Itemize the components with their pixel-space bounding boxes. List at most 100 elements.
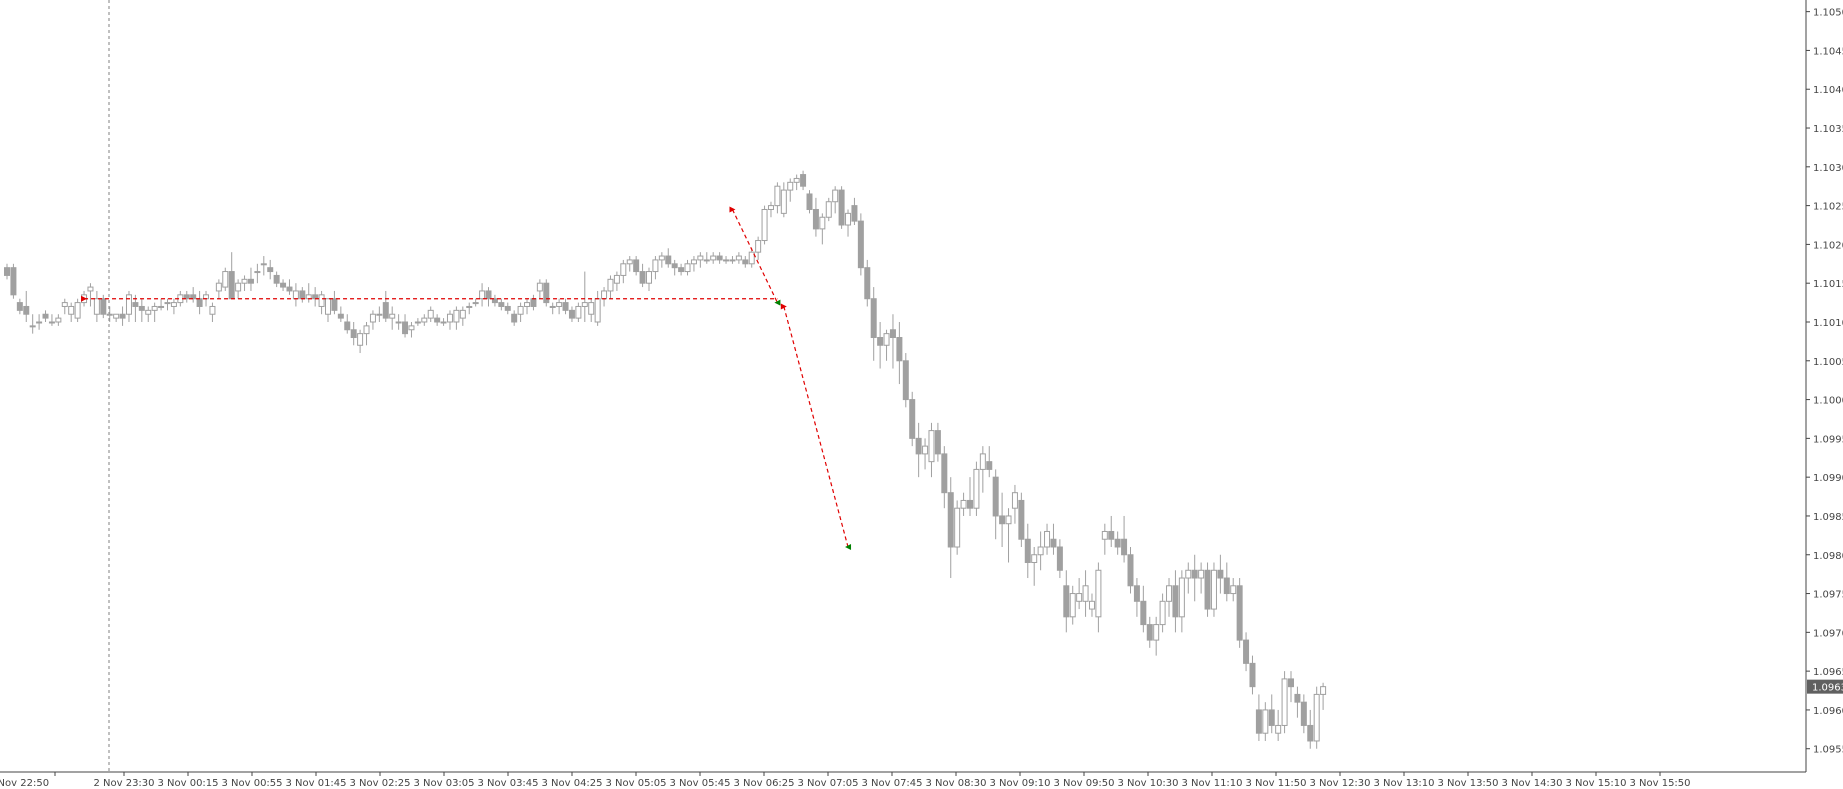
candle-body-bear [498, 302, 505, 307]
candle [806, 190, 813, 214]
candle-body-bull [928, 430, 935, 463]
candle [331, 290, 338, 315]
candle-body-bear [864, 267, 871, 300]
price-tick-label: 1.0970 [1813, 628, 1843, 639]
candle [190, 287, 197, 303]
candle-body-bull [209, 305, 216, 315]
candle-body-bear [1255, 709, 1262, 734]
trade-line [731, 209, 778, 303]
candle [1275, 709, 1282, 741]
candle [1307, 709, 1314, 749]
candle-body-bear [1217, 569, 1224, 579]
candle-body-bull [1011, 492, 1018, 509]
candle [382, 290, 389, 322]
candle-body-bull [151, 305, 158, 311]
candle [273, 271, 280, 288]
candle [780, 182, 787, 218]
candle-body-bear [986, 461, 993, 470]
candle [678, 263, 685, 276]
candle-body-bear [273, 274, 280, 284]
candle [1076, 578, 1083, 610]
candle [967, 477, 973, 516]
price-tick-label: 1.0985 [1813, 512, 1843, 523]
candle [36, 314, 43, 330]
candle [723, 256, 730, 264]
candle [132, 294, 139, 322]
candle [755, 236, 762, 260]
candle-body-bear [992, 476, 999, 517]
candle [658, 252, 665, 268]
candle-body-bull [607, 278, 614, 292]
candle [889, 314, 896, 369]
candle [517, 302, 524, 322]
candle-body-bull [581, 302, 588, 307]
candle-body-bear [267, 267, 274, 273]
candle-body-bull [646, 271, 652, 284]
candle-body-bear [568, 309, 575, 319]
candle [369, 310, 376, 330]
candle [1243, 632, 1250, 672]
candle-body-bear [299, 290, 306, 300]
time-tick-label: 3 Nov 08:30 [925, 778, 986, 789]
candle [254, 263, 261, 284]
candle [793, 174, 800, 191]
candle [1031, 546, 1038, 586]
candle [222, 267, 229, 291]
candle-body-bull [93, 298, 100, 315]
candle-body-bear [504, 305, 511, 311]
candle [286, 279, 293, 295]
candle-body-bear [491, 298, 498, 304]
candle [318, 290, 325, 315]
candle [1114, 531, 1121, 555]
candle-body-bull [954, 507, 961, 548]
candle [1005, 508, 1012, 563]
candle-body-bear [671, 263, 678, 269]
candle-body-bull [524, 302, 531, 307]
candle [562, 298, 569, 315]
candle [395, 314, 402, 330]
candle [1127, 546, 1134, 594]
candle [479, 283, 486, 307]
candle [909, 391, 916, 447]
candle [1288, 671, 1294, 703]
candle [787, 178, 794, 202]
candle-body-bull [440, 321, 447, 324]
candle-body-bear [42, 313, 49, 319]
candle-body-bull [787, 181, 794, 191]
time-tick-label: 3 Nov 09:10 [989, 778, 1050, 789]
candle [857, 213, 864, 276]
time-tick-label: 3 Nov 09:50 [1053, 778, 1114, 789]
candle-body-bear [1294, 693, 1301, 703]
candle-body-bull [55, 317, 62, 323]
candle [440, 318, 447, 326]
candle-body-bear [1191, 569, 1198, 579]
candle [299, 287, 306, 303]
candle [594, 290, 601, 326]
candle [1191, 554, 1198, 602]
candle-body-bull [235, 282, 242, 292]
time-tick-label: 3 Nov 13:50 [1437, 778, 1498, 789]
candle-body-bull [241, 278, 248, 284]
time-tick-label: 3 Nov 02:25 [349, 778, 410, 789]
candle [819, 213, 826, 245]
time-tick-label: 3 Nov 06:25 [733, 778, 794, 789]
candle [511, 310, 518, 326]
time-tick-label: 3 Nov 00:15 [157, 778, 218, 789]
candle-body-bear [434, 317, 441, 323]
candle-body-bull [1262, 709, 1269, 734]
candle-body-bull [729, 259, 736, 262]
candle-body-bull [414, 321, 421, 324]
price-tick-label: 1.0980 [1813, 551, 1843, 562]
candle-body-bear [896, 337, 903, 362]
price-tick-label: 1.1025 [1813, 202, 1843, 213]
candle-body-bear [562, 302, 569, 311]
candle [421, 314, 428, 326]
candle-body-bear [511, 313, 518, 323]
candle-body-bear [228, 271, 235, 300]
candle [215, 279, 222, 299]
candle [498, 298, 505, 311]
candle-body-bull [215, 282, 222, 292]
time-tick-label: 3 Nov 07:05 [797, 778, 858, 789]
price-tick-label: 1.0965 [1813, 667, 1843, 678]
candle [1255, 694, 1262, 741]
